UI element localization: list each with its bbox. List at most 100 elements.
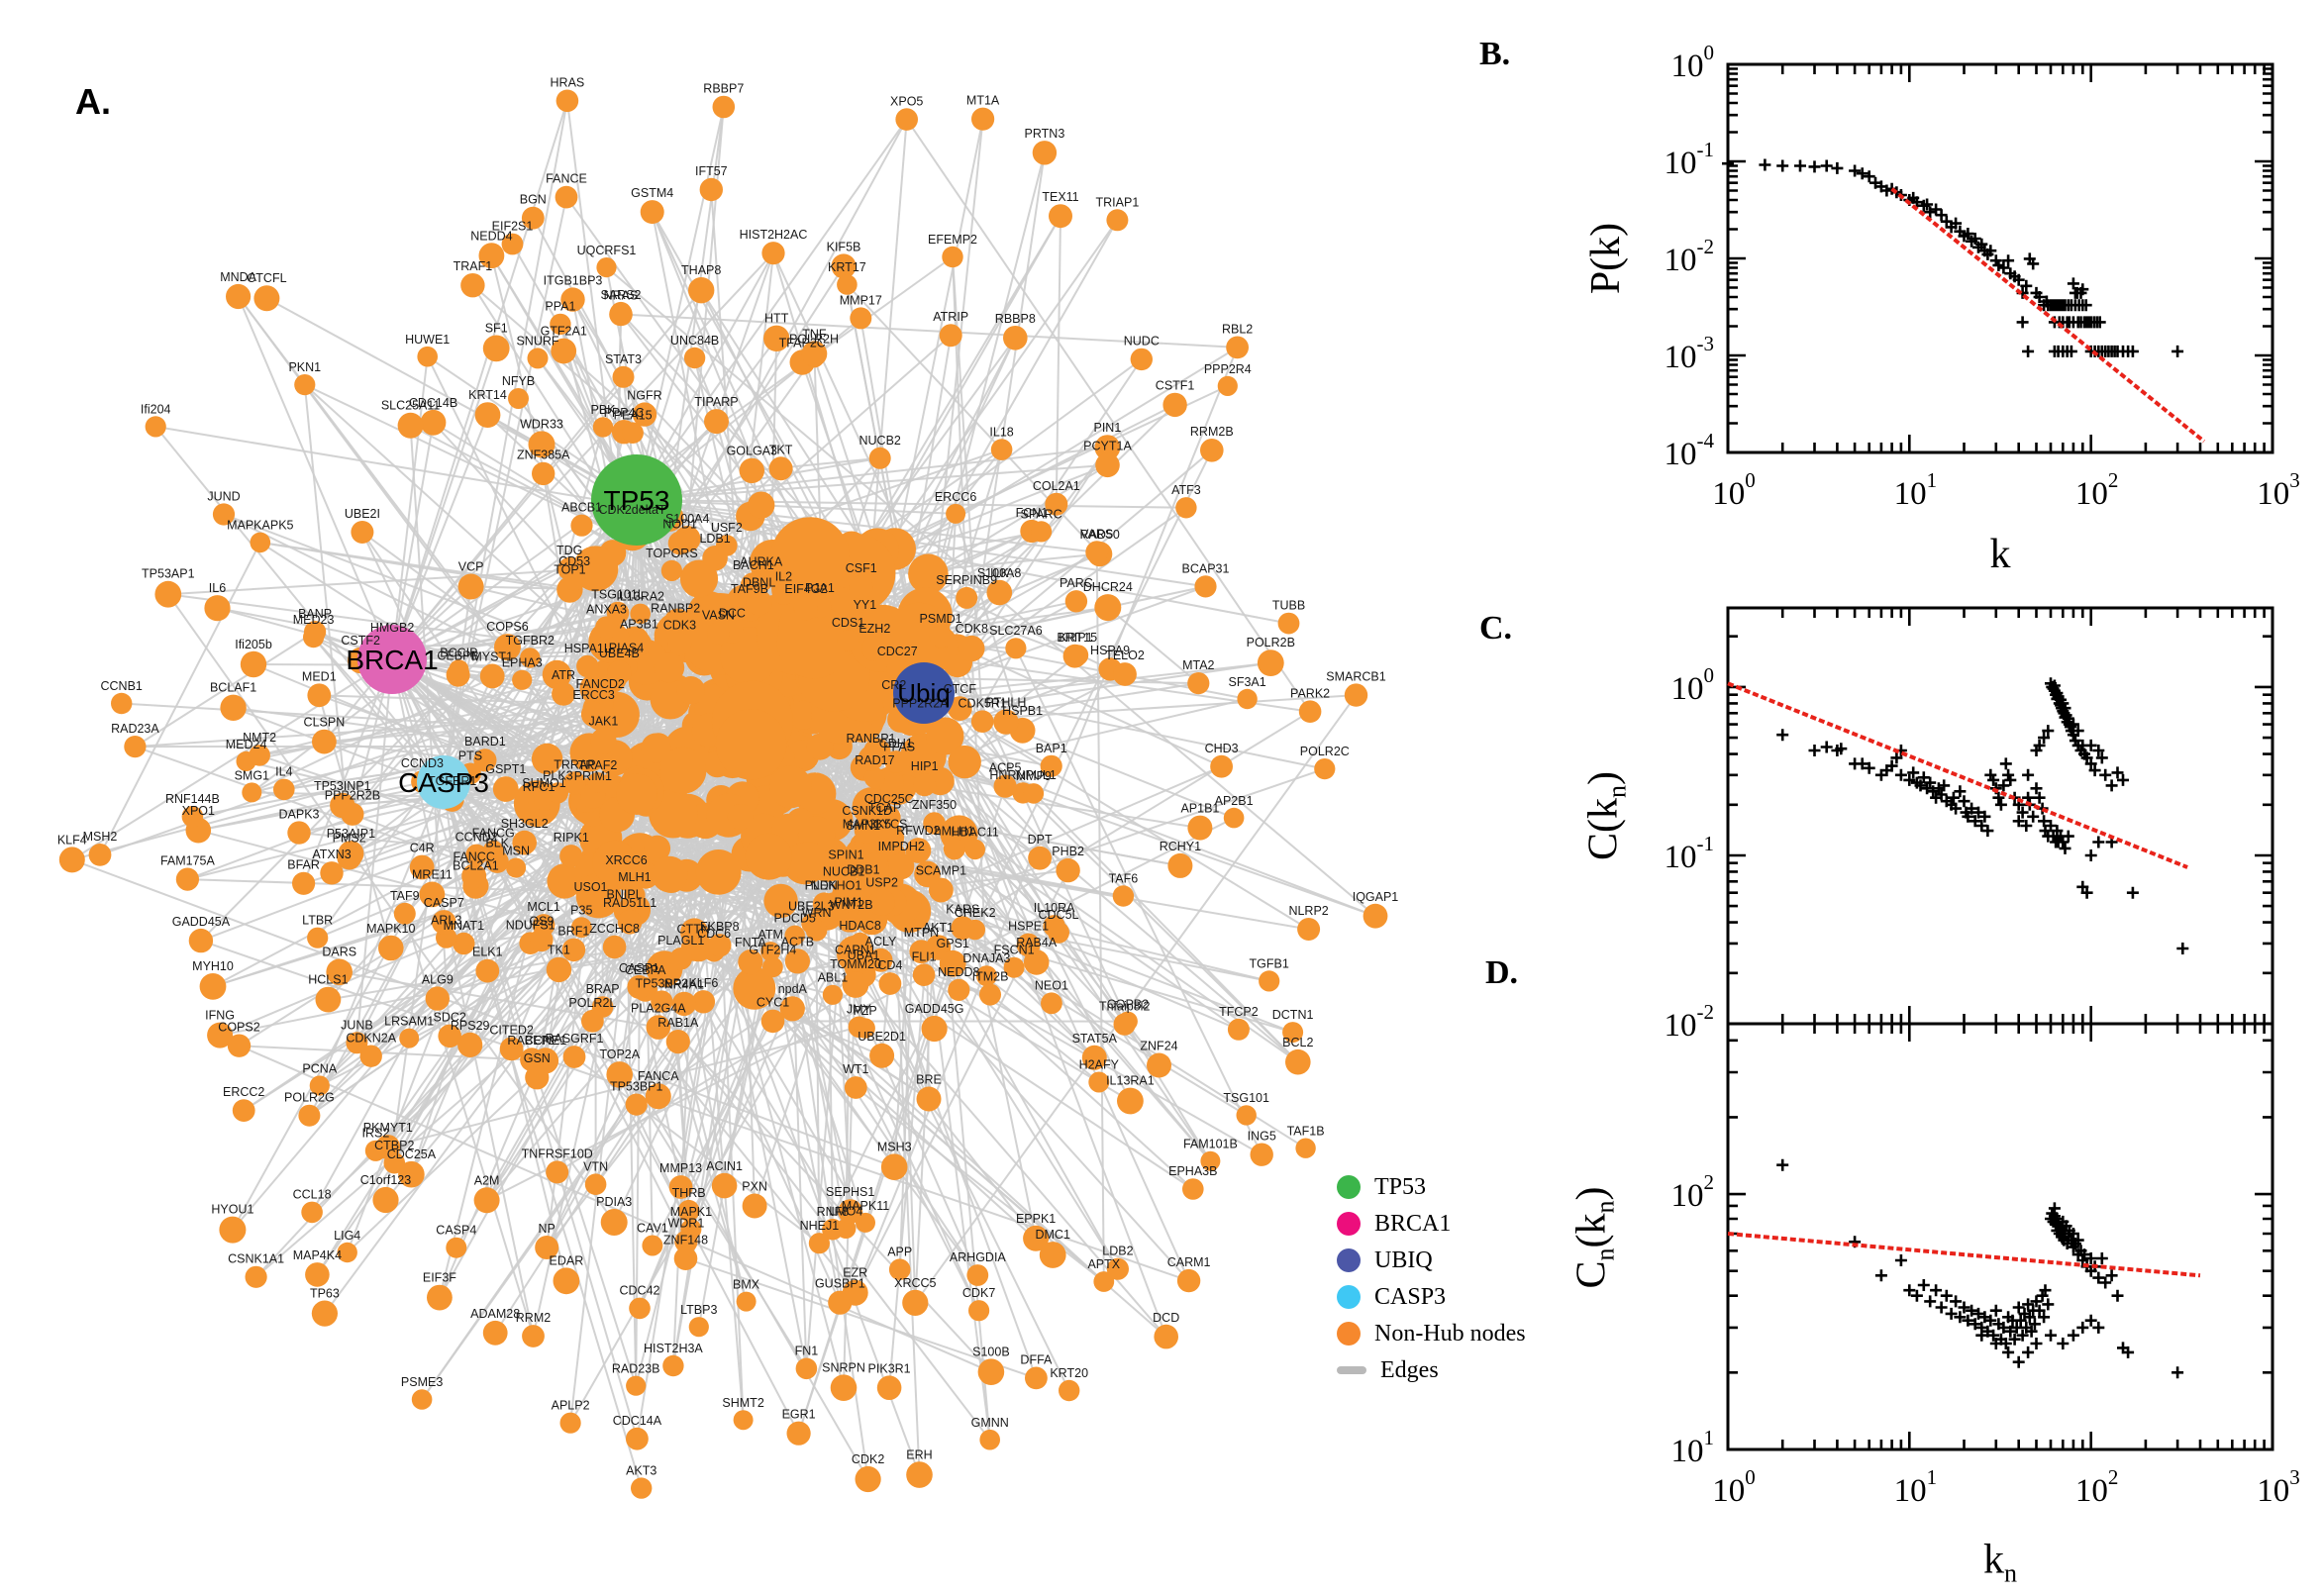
gene-node: [1154, 1324, 1178, 1349]
gene-node: [383, 1151, 406, 1174]
gene-node: [878, 972, 902, 995]
gene-label: TKT: [769, 443, 793, 456]
gene-label: STAT5A: [1072, 1032, 1118, 1046]
gene-node: [1285, 1048, 1311, 1075]
gene-node: [667, 632, 692, 656]
gene-label: CTTN: [677, 923, 710, 937]
gene-node: [688, 1317, 709, 1338]
gene-node: [888, 1258, 911, 1280]
gene-label: BRAP: [586, 982, 620, 996]
gene-node: [532, 461, 556, 486]
gene-node: [311, 1300, 338, 1327]
gene-node: [1081, 1045, 1107, 1070]
gene-node: [535, 1236, 559, 1259]
gene-label: TAF9B: [731, 582, 768, 596]
gene-label: EZH2: [858, 622, 890, 636]
hub-label-tp53: TP53: [604, 485, 670, 516]
gene-node: [393, 902, 416, 925]
gene-node: [420, 409, 447, 436]
gene-label: LIG4: [334, 1229, 360, 1243]
network-edge: [636, 499, 1186, 509]
gene-node: [1297, 918, 1321, 941]
gene-node: [292, 871, 316, 895]
gene-label: BCL2A1: [453, 859, 499, 873]
gene-label: PIM1: [835, 896, 863, 910]
gene-node: [461, 863, 487, 889]
gene-label: PEA15: [614, 408, 653, 422]
gene-node: [309, 1075, 330, 1096]
gene-label: POLR2B: [1247, 636, 1295, 649]
gene-label: CSTF2: [341, 634, 380, 648]
gene-label: MAPKAPK5: [227, 519, 293, 533]
network-edge: [99, 542, 261, 855]
gene-label: RFC1: [523, 780, 556, 794]
gene-label: BRIP1: [1057, 631, 1092, 645]
gene-label: PPA1: [545, 300, 575, 314]
gene-label: NHEJ1: [800, 1219, 840, 1233]
gene-label: PIN1: [1094, 421, 1122, 435]
gene-label: MTA2: [1182, 658, 1214, 672]
gene-node: [1113, 1013, 1136, 1036]
gene-node: [1085, 541, 1109, 564]
gene-label: GPS1: [937, 937, 969, 950]
gene-label: FN1: [795, 1345, 819, 1358]
gene-node: [522, 1325, 545, 1347]
panel-d-x-axis-title: kn: [1983, 1537, 2017, 1588]
hub-label-brca1: BRCA1: [346, 645, 438, 675]
axis-ticks: [1726, 1024, 2274, 1451]
gene-label: SEPHS1: [826, 1185, 874, 1199]
gene-node: [626, 631, 653, 656]
gene-label: CDK2: [852, 1452, 884, 1466]
network-edge: [636, 499, 957, 515]
tick-label: 100: [1712, 1465, 1756, 1509]
network-edge: [391, 658, 1167, 1338]
gene-node: [822, 1218, 844, 1241]
gene-node: [398, 1160, 425, 1188]
gene-label: IL6: [209, 581, 226, 595]
gene-node: [606, 601, 630, 625]
gene-label: S100A4: [665, 512, 710, 526]
gene-label: SMN1: [846, 819, 880, 833]
gene-label: DMC1: [1035, 1228, 1069, 1242]
gene-label: CITED2: [489, 1024, 534, 1038]
gene-label: HDAC11: [951, 826, 998, 840]
gene-node: [1194, 575, 1217, 598]
gene-label: Tnfaip8l2: [1099, 999, 1150, 1013]
gene-node: [868, 889, 895, 916]
gene-label: IL4: [275, 765, 292, 779]
gene-node: [305, 1262, 330, 1287]
gene-label: MAPK10: [366, 922, 415, 936]
gene-label: GTF2A1: [541, 325, 587, 339]
gene-label: ANXA3: [586, 602, 627, 616]
gene-label: NP: [539, 1222, 556, 1236]
gene-label: HRAS: [551, 76, 585, 90]
gene-node: [971, 107, 995, 131]
gene-label: NGFR: [627, 388, 661, 402]
gene-label: XRCC6: [605, 853, 647, 867]
gene-label: HCLS1: [308, 973, 348, 987]
gene-label: CDC25A: [387, 1147, 437, 1161]
gene-label: PMS2: [333, 832, 366, 846]
tick-label: 100: [1671, 41, 1715, 84]
gene-node: [479, 663, 505, 689]
network-edge: [426, 355, 604, 711]
gene-label: IRS2: [362, 1127, 390, 1141]
gene-label: EIF3F: [423, 1271, 456, 1285]
gene-label: PARK2: [1290, 686, 1330, 700]
gene-node: [482, 1320, 508, 1346]
gene-node: [204, 595, 231, 622]
gene-label: SERPINB9: [936, 573, 997, 587]
gene-label: ACTB: [781, 935, 814, 948]
gene-label: BCCIP: [440, 646, 477, 659]
gene-node: [929, 877, 954, 903]
gene-label: EFEMP2: [928, 233, 977, 247]
nonhub-node: [651, 855, 688, 893]
gene-label: SCAMP1: [916, 864, 966, 878]
gene-label: HSPA9: [1090, 644, 1130, 657]
gene-label: PCNA: [302, 1061, 337, 1075]
gene-label: npdA: [778, 982, 808, 996]
gene-label: SPIN1: [828, 848, 863, 862]
network-edge: [134, 631, 316, 748]
panel-b-x-axis-title: k: [1989, 532, 2011, 577]
gene-node: [762, 956, 783, 978]
